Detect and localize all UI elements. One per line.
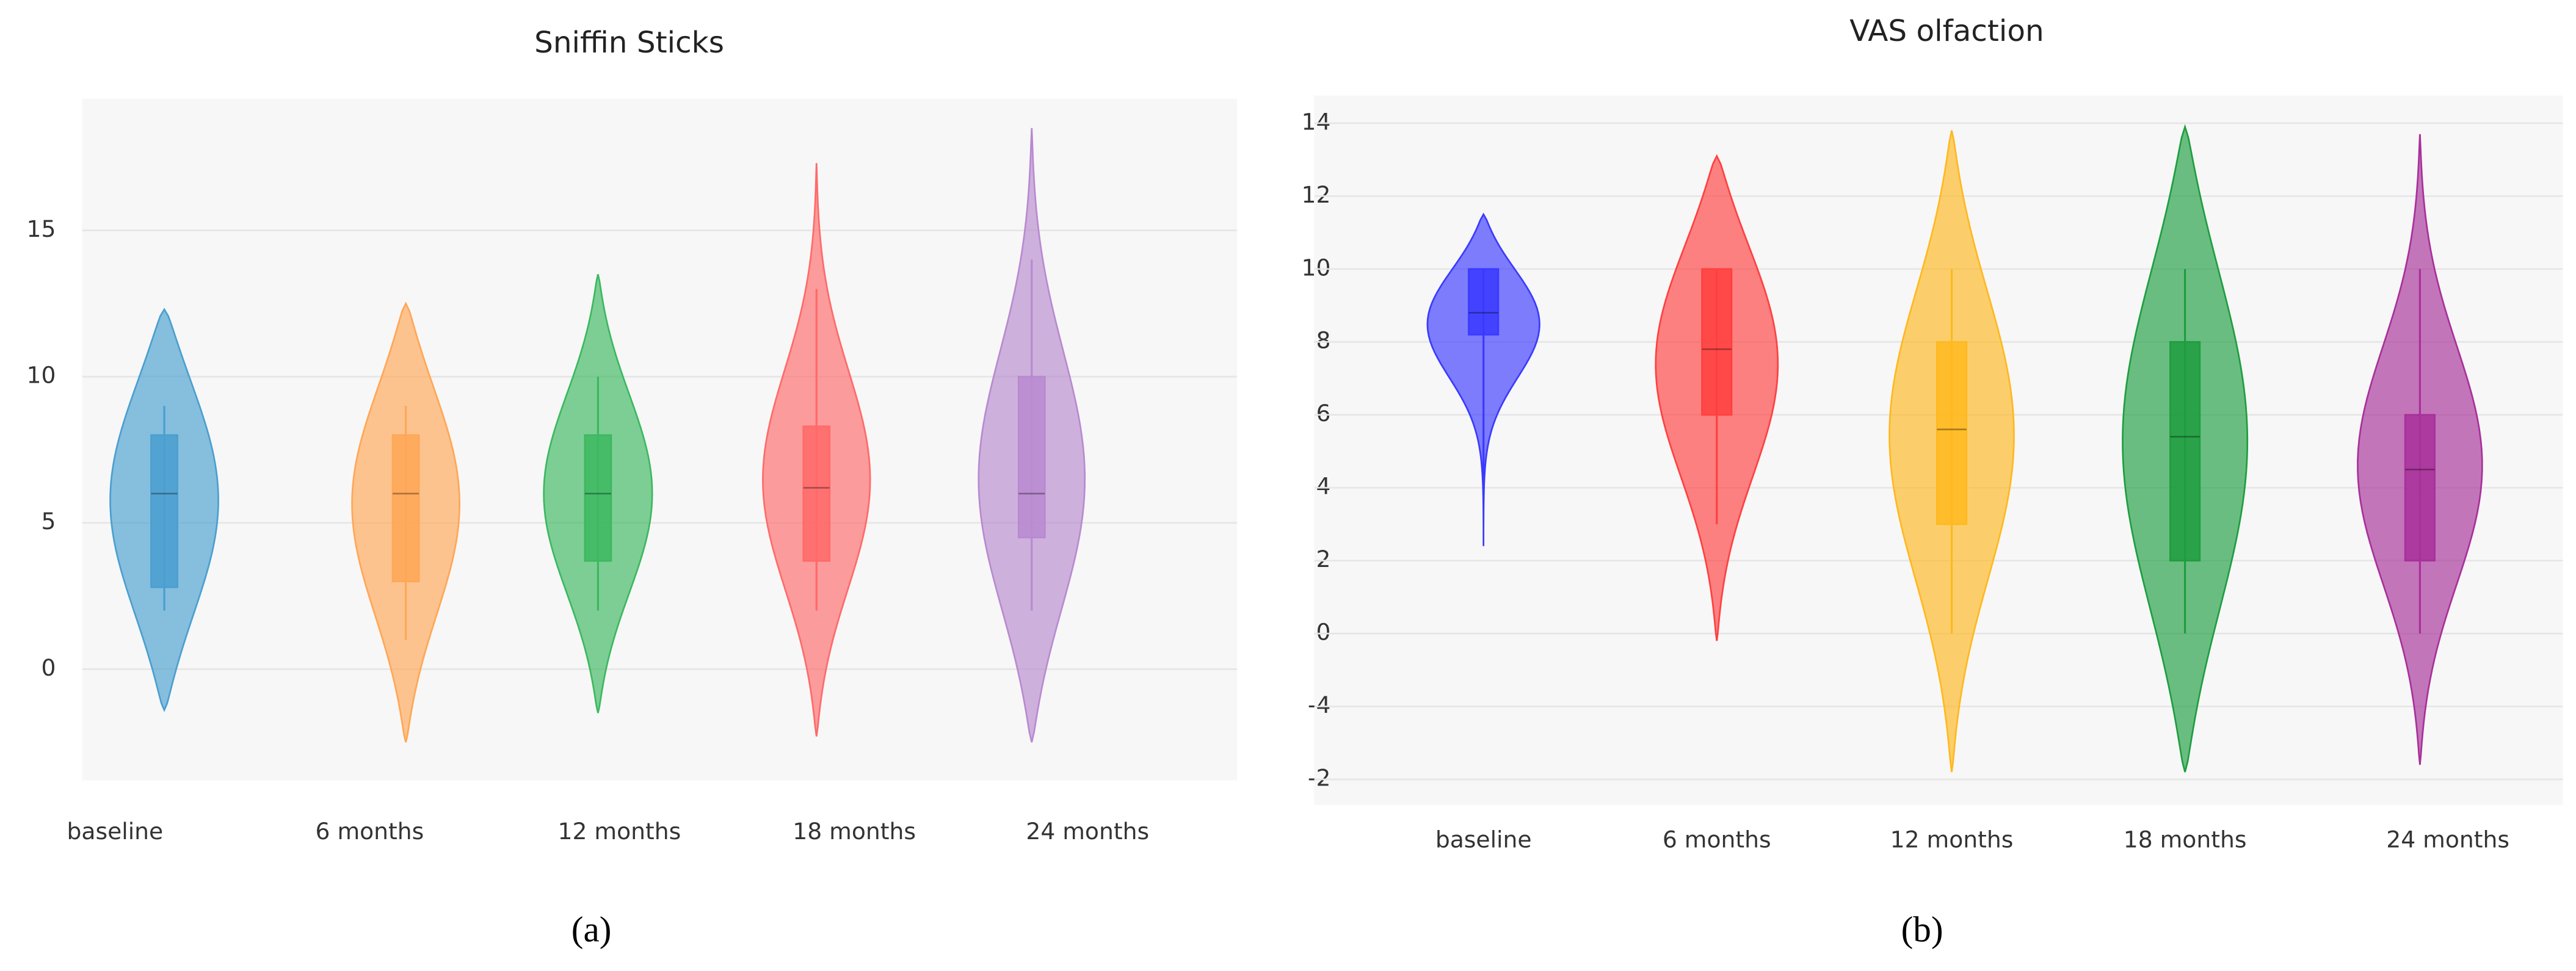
caption: (b) — [1901, 909, 1943, 949]
box — [2169, 341, 2201, 561]
x-tick-label: 18 months — [793, 818, 916, 845]
x-tick-label: baseline — [1435, 826, 1532, 853]
box — [1468, 268, 1500, 336]
x-tick-label: 6 months — [316, 818, 424, 845]
x-tick-label: 24 months — [1026, 818, 1149, 845]
box — [802, 425, 831, 562]
box — [150, 434, 178, 588]
y-tick-label: 0 — [42, 654, 56, 681]
y-tick-label: 8 — [1316, 327, 1330, 354]
y-tick-label: 5 — [42, 508, 56, 535]
y-tick-label: -4 — [1308, 691, 1331, 718]
y-tick-label: 6 — [1316, 400, 1330, 427]
y-tick-label: 2 — [1316, 546, 1330, 572]
box — [2404, 414, 2436, 561]
x-tick-label: 18 months — [2124, 826, 2247, 853]
x-tick-label: 24 months — [2386, 826, 2509, 853]
x-tick-label: 6 months — [1663, 826, 1771, 853]
y-tick-label: 10 — [1302, 254, 1331, 281]
y-tick-label: 4 — [1316, 473, 1330, 500]
caption: (a) — [571, 909, 612, 949]
y-tick-label: 0 — [1316, 619, 1330, 646]
box — [1936, 341, 1968, 525]
x-tick-label: baseline — [67, 818, 163, 845]
y-tick-label: 14 — [1302, 108, 1331, 135]
x-tick-label: 12 months — [1890, 826, 2014, 853]
box — [1017, 375, 1046, 539]
box — [1701, 268, 1733, 416]
box — [391, 434, 420, 582]
y-tick-label: -2 — [1308, 765, 1331, 792]
x-tick-label: 12 months — [558, 818, 681, 845]
y-tick-label: 15 — [27, 215, 56, 242]
box — [584, 434, 612, 562]
chart-title: VAS olfaction — [1849, 14, 2044, 48]
y-tick-label: 10 — [27, 362, 56, 389]
chart-title: Sniffin Sticks — [534, 26, 724, 60]
y-tick-label: 12 — [1302, 181, 1331, 208]
